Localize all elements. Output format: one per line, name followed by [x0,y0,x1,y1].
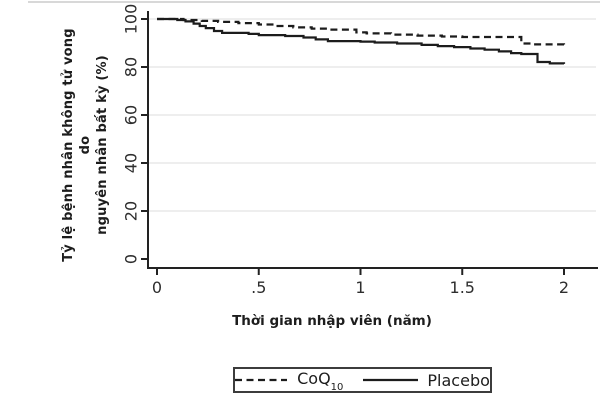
km-plot-area: 0 20 40 60 80 100 0 .5 1 1.5 2 [122,4,598,297]
placebo-curve [157,17,566,65]
x-tick-label: 1.5 [450,278,475,297]
coq10-dashed-line-sample [235,378,288,382]
y-tick-label: 100 [122,4,141,35]
x-axis-title: Thời gian nhập viên (năm) [232,313,432,329]
y-tick-label: 80 [122,57,141,77]
placebo-solid-line-sample [363,378,419,382]
y-tick-label: 20 [122,201,141,221]
x-tick-label: 1 [355,278,365,297]
top-border-line [28,1,600,3]
y-axis-title: Tỷ lệ bệnh nhân không tử vong do nguyên … [60,20,110,270]
y-axis-title-line1: Tỷ lệ bệnh nhân không tử vong do [61,28,93,262]
legend-label-placebo: Placebo [427,370,490,390]
coq10-curve [157,17,566,46]
y-tick-label: 60 [122,105,141,125]
y-axis-title-line2: nguyên nhân bất kỳ (%) [95,55,110,235]
x-tick-label: 0 [152,278,162,297]
x-tick-label: .5 [251,278,266,297]
legend-label-coq10: CoQ10 [297,368,344,394]
y-tick-label: 40 [122,153,141,173]
y-tick-label: 0 [122,254,141,264]
x-tick-label: 2 [559,278,569,297]
legend: CoQ10 Placebo [233,367,492,393]
